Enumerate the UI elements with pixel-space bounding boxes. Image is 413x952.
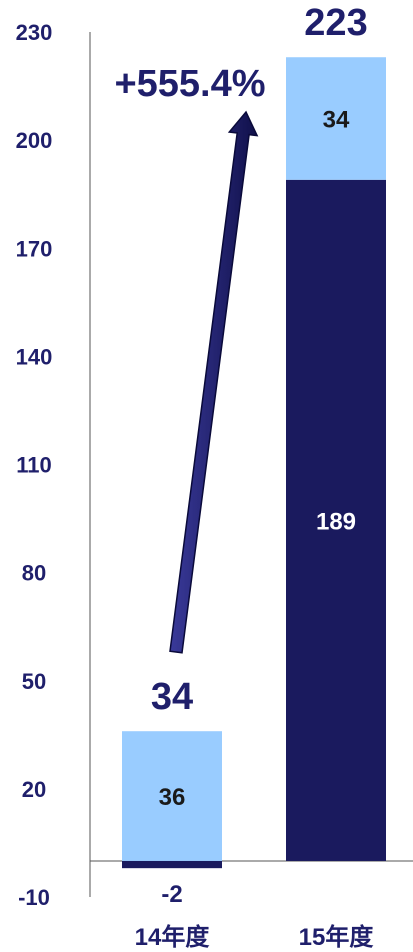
y-tick-label: 230 [16, 20, 53, 45]
data-label: -2 [161, 881, 182, 908]
y-tick-label: 170 [16, 236, 53, 261]
growth-arrow [169, 110, 259, 654]
y-tick-label: -10 [18, 885, 50, 910]
y-tick-label: 200 [16, 128, 53, 153]
y-tick-label: 20 [22, 777, 46, 802]
category-label: 14年度 [135, 923, 211, 951]
y-tick-label: 110 [16, 453, 52, 478]
bar-segment [122, 731, 222, 861]
y-tick-label: 140 [16, 344, 53, 369]
total-label: 223 [304, 2, 367, 44]
bar-segment [122, 860, 222, 869]
y-tick-label: 80 [22, 561, 46, 586]
data-label: 36 [159, 784, 186, 811]
data-label: 34 [323, 107, 350, 134]
category-label: 15年度 [299, 923, 375, 951]
data-label: 189 [316, 508, 356, 535]
total-label: 34 [151, 676, 193, 718]
bar-segment [286, 179, 386, 861]
growth-annotation: +555.4% [114, 63, 265, 105]
y-tick-label: 50 [22, 669, 46, 694]
bar-segment [286, 57, 386, 180]
